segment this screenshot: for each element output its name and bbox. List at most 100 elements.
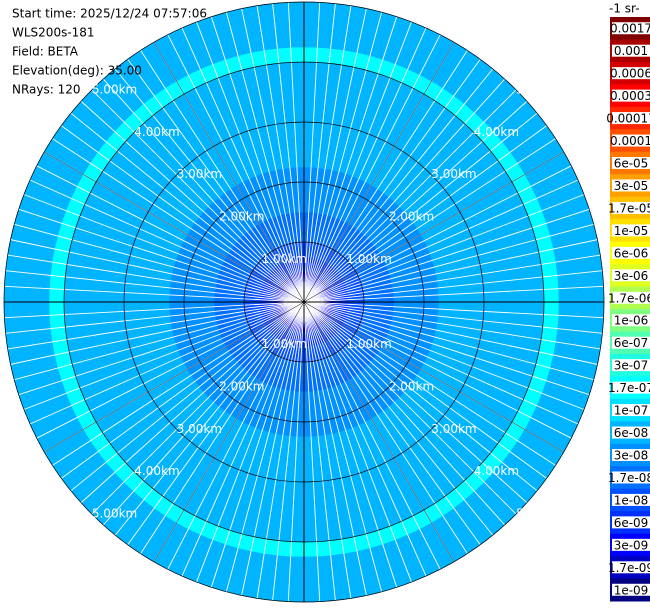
ray-gap — [114, 68, 305, 303]
info-line: Elevation(deg): 35.00 — [12, 64, 142, 78]
ray-gap — [303, 112, 538, 303]
ray-gap — [225, 12, 305, 303]
info: Start time: 2025/12/24 07:57:06 WLS200s-1… — [12, 7, 207, 97]
ray-gap — [303, 165, 572, 303]
ray-gap — [102, 78, 305, 303]
ray-gap — [303, 301, 590, 396]
colorbar-label-bg — [612, 404, 650, 417]
ray-gap — [196, 301, 305, 583]
info-line: Field: BETA — [12, 45, 79, 59]
ray-gap — [303, 301, 494, 536]
azimuth-line — [303, 42, 455, 303]
range-label: 4.00km — [474, 125, 519, 139]
colorbar-label-bg — [612, 314, 650, 327]
range-label: 4.00km — [474, 464, 519, 478]
range-label: 5.00km — [92, 82, 137, 96]
ray-gap — [303, 301, 538, 492]
ray-gap — [4, 301, 305, 319]
ray-gap — [303, 301, 579, 425]
range-label: 5.00km — [516, 82, 561, 96]
colorbar-title: -1 sr- — [609, 2, 640, 16]
ray-gap — [29, 301, 305, 425]
colorbar-label-bg — [612, 561, 650, 574]
colorbar-label: 3e-09 — [614, 538, 649, 552]
ray-gap — [303, 194, 585, 303]
ray-gap — [241, 8, 305, 303]
ray-gap — [29, 179, 305, 303]
azimuth-line — [303, 301, 564, 453]
ray-gap — [303, 301, 585, 410]
colorbar-label-bg — [612, 471, 650, 484]
colorbar-label-bg — [612, 67, 650, 80]
ray-gap — [5, 270, 305, 303]
ray-gap — [303, 285, 604, 303]
azimuth-line — [153, 301, 305, 562]
ray-gap — [303, 301, 528, 504]
azimuth-line — [153, 42, 305, 303]
ray-gap — [303, 301, 383, 592]
range-ring — [63, 61, 545, 543]
colorbar-label: 1.7e-07 — [608, 381, 650, 395]
ray-gap — [241, 301, 305, 596]
colorbar-label-bg — [612, 516, 650, 529]
range-label: 3.00km — [431, 422, 476, 436]
ray-gap — [181, 27, 305, 303]
ray-gap — [303, 301, 506, 526]
colorbar-label: 6e-08 — [614, 426, 649, 440]
ray-gap — [80, 100, 305, 303]
range-label: 1.00km — [346, 252, 391, 266]
colorbar-label: 1.7e-05 — [608, 201, 650, 215]
ray-gap — [80, 301, 305, 504]
ray-gap — [303, 208, 590, 303]
colorbar-label: 3e-08 — [614, 449, 649, 463]
ray-gap — [102, 301, 305, 526]
ray-gap — [303, 8, 367, 303]
ray-gap — [303, 301, 601, 350]
ray-gap — [18, 301, 305, 396]
ray-gap — [303, 3, 336, 303]
ray-gap — [61, 301, 305, 479]
colorbar-label-bg — [612, 493, 650, 506]
colorbar-label: 0.0003 — [610, 89, 650, 103]
colorbar-label-bg — [612, 134, 650, 147]
azimuth-line — [44, 301, 305, 453]
ray-gap — [303, 27, 427, 303]
ray-gap — [23, 194, 305, 303]
ray-gap — [70, 301, 305, 492]
colorbar-label-bg — [612, 201, 650, 214]
range-ring — [243, 241, 365, 363]
ray-gap — [52, 138, 305, 303]
ray-gap — [272, 3, 305, 303]
colorbar-label-bg — [612, 336, 650, 349]
ray-gap — [14, 301, 305, 381]
ray-gap — [303, 301, 468, 554]
colorbar-label: 1.7e-08 — [608, 471, 650, 485]
ray-gap — [70, 112, 305, 303]
ray-gap — [18, 208, 305, 303]
ray-gap — [303, 59, 481, 303]
ray-gap — [14, 223, 305, 303]
colorbar-label: 1e-08 — [614, 493, 649, 507]
ray-gap — [140, 301, 305, 554]
colorbar-label-bg — [612, 291, 650, 304]
ray-gap — [167, 301, 305, 570]
range-label: 4.00km — [134, 125, 179, 139]
colorbar-label: 3e-07 — [614, 359, 649, 373]
ray-gap — [303, 301, 367, 596]
ray-gap — [127, 301, 305, 545]
range-label: 1.00km — [346, 337, 391, 351]
ray-gap — [23, 301, 305, 410]
ray-gap — [256, 301, 305, 599]
colorbar-label: 6e-06 — [614, 246, 649, 260]
ray-gap — [303, 301, 336, 601]
range-ring — [183, 181, 425, 423]
ray-gap — [303, 138, 556, 303]
colorbar-label-bg — [612, 449, 650, 461]
range-label: 3.00km — [177, 167, 222, 181]
ray-gap — [52, 301, 305, 466]
colorbar-label-bg — [612, 269, 650, 282]
colorbar-label: 1e-05 — [614, 224, 649, 238]
ray-gap — [287, 2, 305, 303]
colorbar-label: 1.7e-09 — [608, 561, 650, 575]
ray-gap — [303, 21, 412, 303]
